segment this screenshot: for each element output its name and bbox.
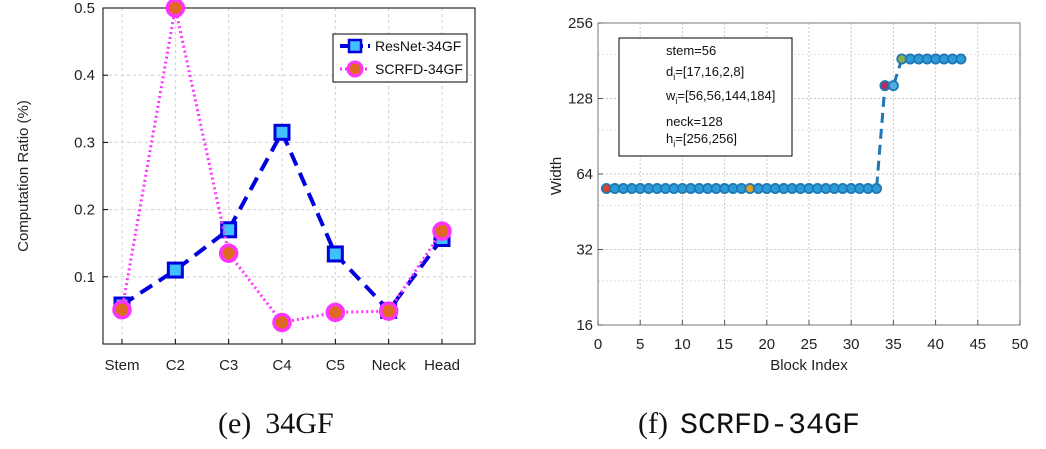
f-point	[955, 53, 967, 65]
f-caption-label: (f)	[638, 407, 668, 440]
e-x-ticks: Stem C2 C3 C4 C5 Neck Head	[104, 339, 460, 374]
e-legend-marker-scrfd	[346, 60, 364, 78]
e-caption-text: 34GF	[265, 407, 333, 440]
f-point	[887, 80, 899, 92]
f-anno-neck: neck=128	[666, 114, 723, 129]
e-series	[112, 0, 452, 333]
e-x-tick-label: C4	[272, 357, 291, 374]
f-caption: (f) SCRFD-34GF	[638, 407, 860, 443]
e-point-resnet-34gf	[326, 245, 344, 263]
f-y-ticks: 16 32 64 128 256	[568, 15, 603, 334]
f-anno-depth: di=[17,16,2,8]	[666, 64, 744, 82]
e-point-scrfd-34gf	[378, 301, 399, 321]
e-plot-frame	[102, 7, 476, 345]
f-x-tick-label: 20	[758, 336, 775, 353]
e-x-tick-label: Neck	[372, 357, 407, 374]
e-y-tick-label: 0.5	[74, 0, 95, 17]
e-x-tick-label: Head	[424, 357, 460, 374]
e-legend-label-scrfd: SCRFD-34GF	[375, 61, 463, 77]
f-x-tick-label: 25	[801, 336, 818, 353]
e-point-scrfd-34gf	[165, 0, 186, 18]
e-point-resnet-34gf	[166, 261, 184, 279]
f-x-tick-label: 35	[885, 336, 902, 353]
f-annotation: stem=56 di=[17,16,2,8] wi=[56,56,144,184…	[618, 37, 793, 157]
e-y-tick-label: 0.3	[74, 134, 95, 151]
f-anno-width-main: w	[665, 88, 676, 103]
f-x-tick-label: 0	[594, 336, 602, 353]
f-anno-depth-main: d	[666, 64, 673, 79]
e-x-tick-label: C2	[166, 357, 185, 374]
e-point-scrfd-34gf	[432, 221, 452, 241]
f-x-tick-label: 50	[1012, 336, 1029, 353]
f-x-tick-label: 5	[636, 336, 644, 353]
f-y-tick-label: 256	[568, 15, 593, 32]
f-annotation-box	[618, 37, 793, 157]
e-point-resnet-34gf	[220, 221, 238, 239]
f-anno-stem: stem=56	[666, 43, 716, 58]
chart-f: 16 32 64 128 256 0 5 10 15 20 25 30 35 40 45 50 Block …	[548, 15, 1028, 443]
f-anno-width-value: =[56,56,144,184]	[677, 88, 775, 103]
e-caption: (e) 34GF	[218, 407, 334, 440]
f-point	[871, 183, 883, 195]
f-caption-text: SCRFD-34GF	[680, 409, 860, 443]
f-anno-head: hi=[256,256]	[666, 131, 737, 149]
e-legend-label-resnet: ResNet-34GF	[375, 38, 461, 54]
f-x-tick-label: 15	[716, 336, 733, 353]
f-series	[600, 53, 967, 195]
e-point-scrfd-34gf	[112, 299, 132, 320]
f-x-tick-label: 30	[843, 336, 860, 353]
chart-e: 0.1 0.2 0.3 0.4 0.5 Stem C2 C3 C4 C5 Neck Head Com…	[15, 0, 476, 440]
f-anno-width: wi=[56,56,144,184]	[665, 88, 775, 106]
f-x-tick-label: 40	[927, 336, 944, 353]
e-y-axis-label: Computation Ratio (%)	[15, 100, 32, 252]
f-anno-head-main: h	[666, 131, 673, 146]
e-y-tick-label: 0.4	[74, 67, 95, 84]
e-legend-marker-resnet	[347, 38, 363, 54]
f-y-tick-label: 16	[576, 317, 593, 334]
f-anno-depth-value: =[17,16,2,8]	[675, 64, 744, 79]
f-anno-width-sub: i	[675, 96, 677, 106]
e-point-scrfd-34gf	[325, 302, 346, 323]
e-x-tick-label: C5	[326, 357, 345, 374]
f-anno-depth-sub: i	[673, 72, 675, 82]
f-y-tick-label: 64	[576, 166, 593, 183]
e-x-tick-label: C3	[219, 357, 238, 374]
e-point-scrfd-34gf	[272, 312, 292, 333]
f-anno-head-value: =[256,256]	[675, 131, 737, 146]
e-caption-label: (e)	[218, 407, 251, 440]
e-y-tick-label: 0.2	[74, 202, 95, 219]
f-y-axis-label: Width	[548, 157, 565, 195]
f-x-ticks: 0 5 10 15 20 25 30 35 40 45 50	[594, 320, 1029, 353]
e-x-tick-label: Stem	[104, 357, 139, 374]
f-y-tick-label: 128	[568, 91, 593, 108]
e-y-ticks: 0.1 0.2 0.3 0.4 0.5	[74, 0, 108, 286]
f-x-tick-label: 45	[969, 336, 986, 353]
f-x-axis-label: Block Index	[770, 357, 848, 374]
e-point-resnet-34gf	[273, 123, 291, 141]
e-y-tick-label: 0.1	[74, 269, 95, 286]
f-anno-head-sub: i	[673, 139, 675, 149]
e-legend: ResNet-34GF SCRFD-34GF	[332, 33, 468, 83]
e-point-scrfd-34gf	[218, 243, 239, 264]
f-x-tick-label: 10	[674, 336, 691, 353]
f-y-tick-label: 32	[576, 242, 593, 259]
